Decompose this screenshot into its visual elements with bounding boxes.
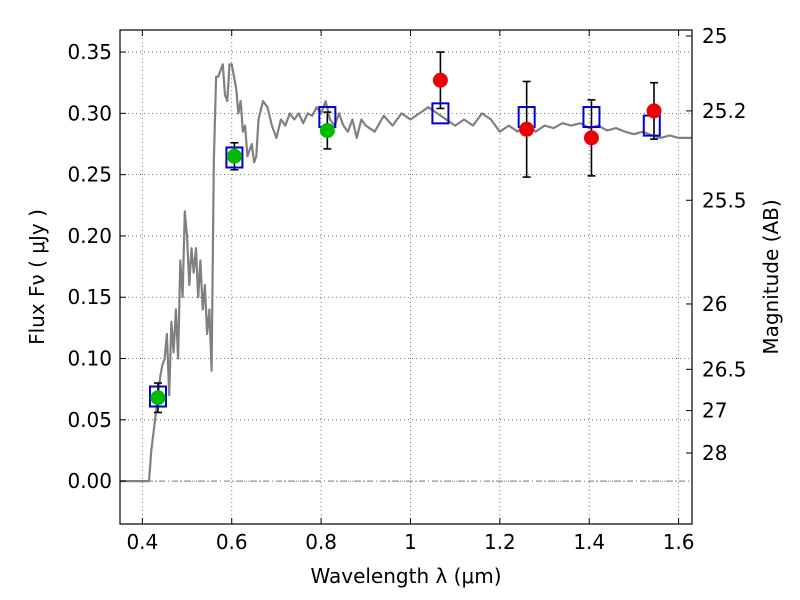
- y-tick-label: 0.20: [67, 224, 112, 248]
- model-flux-square: [582, 106, 601, 129]
- y-tick-label: 0.10: [67, 347, 112, 371]
- model-flux-squares: [148, 102, 661, 408]
- other-flux-point: [646, 103, 662, 119]
- model-flux-square: [148, 385, 167, 408]
- x-tick-label: 1.4: [573, 530, 605, 554]
- y-tick-label: 0.30: [67, 101, 112, 125]
- y2-tick-label: 25: [702, 24, 727, 48]
- y2-tick-label: 25.5: [702, 188, 747, 212]
- y2-tick-label: 26.5: [702, 357, 747, 381]
- y2-axis-title: Magnitude (AB): [759, 199, 783, 354]
- y-tick-label: 0.35: [67, 40, 112, 64]
- y-axis-title: Flux Fν ( μJy ): [25, 209, 49, 345]
- detected-flux-point: [150, 390, 166, 406]
- y2-tick-label: 25.2: [702, 99, 747, 123]
- model-flux-square: [225, 146, 244, 169]
- x-tick-label: 1: [404, 530, 417, 554]
- detected-flux-point: [319, 123, 335, 139]
- plot-frame: [119, 29, 693, 525]
- x-axis-title: Wavelength λ (μm): [310, 564, 501, 588]
- x-tick-label: 1.2: [484, 530, 516, 554]
- error-bars: [153, 51, 659, 414]
- other-flux-point: [519, 121, 535, 137]
- y-tick-label: 0.00: [67, 469, 112, 493]
- y-tick-label: 0.25: [67, 163, 112, 187]
- y-tick-label: 0.15: [67, 285, 112, 309]
- gridlines: [120, 30, 692, 524]
- x-tick-label: 0.6: [216, 530, 248, 554]
- y2-tick-label: 26: [702, 292, 727, 316]
- axis-ticks: 0.4 0.6 0.8 1 1.2 1.4 1.6 0.00 0.05 0.10 0.15 0.20 0…: [67, 24, 746, 554]
- x-tick-label: 0.4: [126, 530, 158, 554]
- observed-flux-points: [150, 72, 662, 406]
- x-tick-label: 1.6: [663, 530, 695, 554]
- y2-tick-label: 27: [702, 399, 727, 423]
- y-tick-label: 0.05: [67, 408, 112, 432]
- other-flux-point: [432, 72, 448, 88]
- detected-flux-point: [226, 148, 242, 164]
- model-spectrum-line: [120, 63, 692, 483]
- other-flux-point: [583, 130, 599, 146]
- model-flux-square: [431, 102, 450, 125]
- y2-tick-label: 28: [702, 441, 727, 465]
- x-tick-label: 0.8: [305, 530, 337, 554]
